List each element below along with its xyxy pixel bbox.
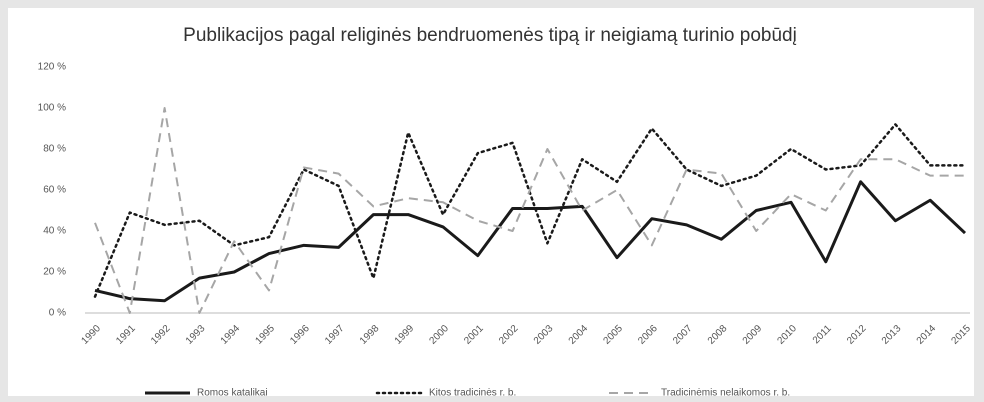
x-tick-label: 1993 (184, 323, 208, 347)
legend-label: Tradicinėmis nelaikomos r. b. (661, 388, 790, 399)
x-tick-label: 2013 (880, 323, 904, 347)
y-tick-label: 120 % (38, 62, 66, 73)
x-tick-label: 1999 (393, 323, 417, 347)
x-tick-label: 2003 (532, 323, 556, 347)
y-tick-label: 80 % (43, 144, 66, 155)
x-tick-label: 2002 (497, 323, 521, 347)
x-tick-label: 2001 (462, 323, 486, 347)
x-tick-label: 1990 (79, 323, 103, 347)
x-tick-label: 1995 (253, 323, 277, 347)
y-tick-label: 40 % (43, 226, 66, 237)
series-line (94, 107, 965, 314)
x-tick-label: 2009 (741, 323, 765, 347)
x-tick-label: 2012 (845, 323, 869, 347)
x-tick-label: 2000 (427, 323, 451, 347)
y-tick-label: 20 % (43, 267, 66, 278)
y-tick-label: 100 % (38, 103, 66, 114)
x-tick-label: 2014 (915, 323, 939, 347)
x-tick-label: 2005 (601, 323, 625, 347)
series-line (93, 123, 967, 298)
x-tick-label: 2006 (636, 323, 660, 347)
x-tick-label: 1992 (149, 323, 173, 347)
x-tick-label: 2015 (949, 323, 973, 347)
x-tick-label: 2011 (811, 323, 834, 346)
x-tick-label: 1994 (219, 323, 243, 347)
x-tick-label: 1996 (288, 323, 312, 347)
legend-label: Romos katalikai (197, 388, 268, 399)
legend-label: Kitos tradicinės r. b. (429, 388, 516, 399)
x-tick-label: 2010 (775, 323, 799, 347)
x-tick-label: 2008 (706, 323, 730, 347)
chart-panel (8, 8, 974, 396)
chart-title: Publikacijos pagal religinės bendruomenė… (183, 25, 797, 46)
y-tick-label: 60 % (43, 185, 66, 196)
series-line (94, 180, 967, 303)
y-tick-label: 0 % (49, 308, 66, 319)
x-tick-label: 1991 (114, 323, 138, 347)
x-tick-label: 2004 (567, 323, 591, 347)
x-tick-label: 1997 (323, 323, 347, 347)
x-tick-label: 2007 (671, 323, 695, 347)
x-tick-label: 1998 (358, 323, 382, 347)
